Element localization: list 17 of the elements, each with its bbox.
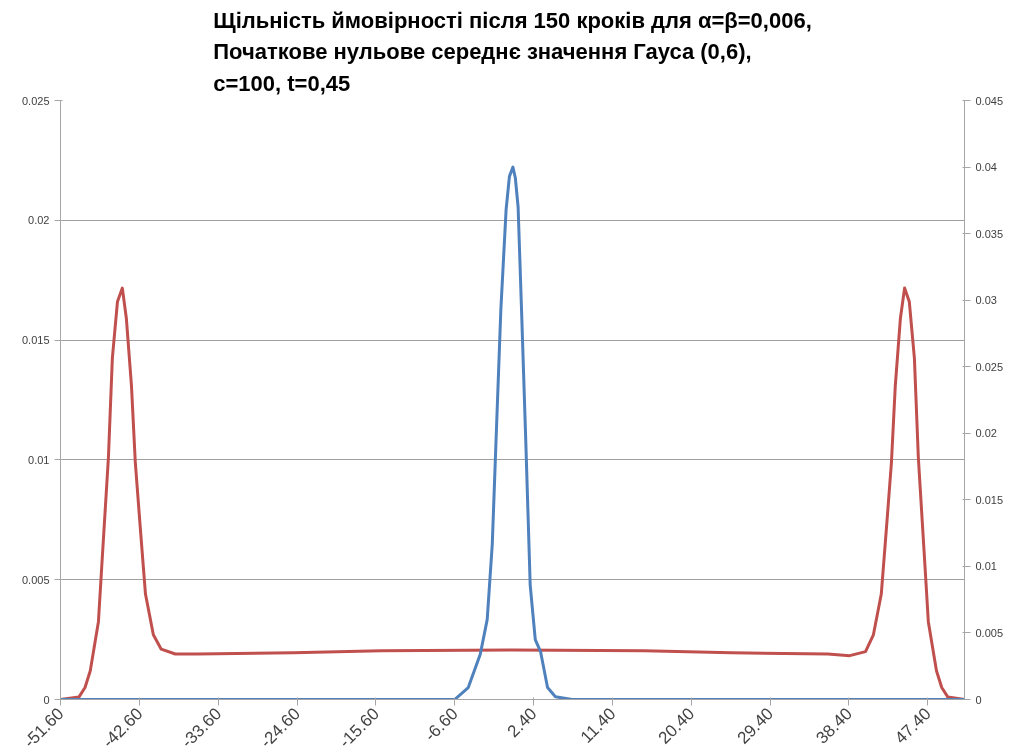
y2-tick-label: 0.02 [975,427,997,440]
y-tick-label: 0.005 [21,573,50,586]
chart-title: Щільність ймовірності після 150 кроків для α=β=0,006, Початкове нульове середнє значення Гауса (0,6), c=100, t=0,45 [213,8,812,96]
y2-tick-label: 0.04 [975,161,997,174]
y2-tick-label: 0.025 [975,360,1004,373]
y-tick-label: 0 [43,693,50,706]
y-tick-label: 0.02 [28,214,50,227]
y2-tick-label: 0.03 [975,294,997,307]
y-tick-label: 0.01 [28,453,50,466]
y2-tick-label: 0.01 [975,560,997,573]
y2-tick-label: 0.035 [975,227,1004,240]
y2-tick-label: 0 [975,693,982,706]
y2-tick-label: 0.005 [975,626,1004,639]
y-tick-label: 0.025 [21,94,50,107]
y2-tick-label: 0.015 [975,493,1004,506]
y2-tick-label: 0.045 [975,94,1004,107]
y-tick-label: 0.015 [21,334,50,347]
